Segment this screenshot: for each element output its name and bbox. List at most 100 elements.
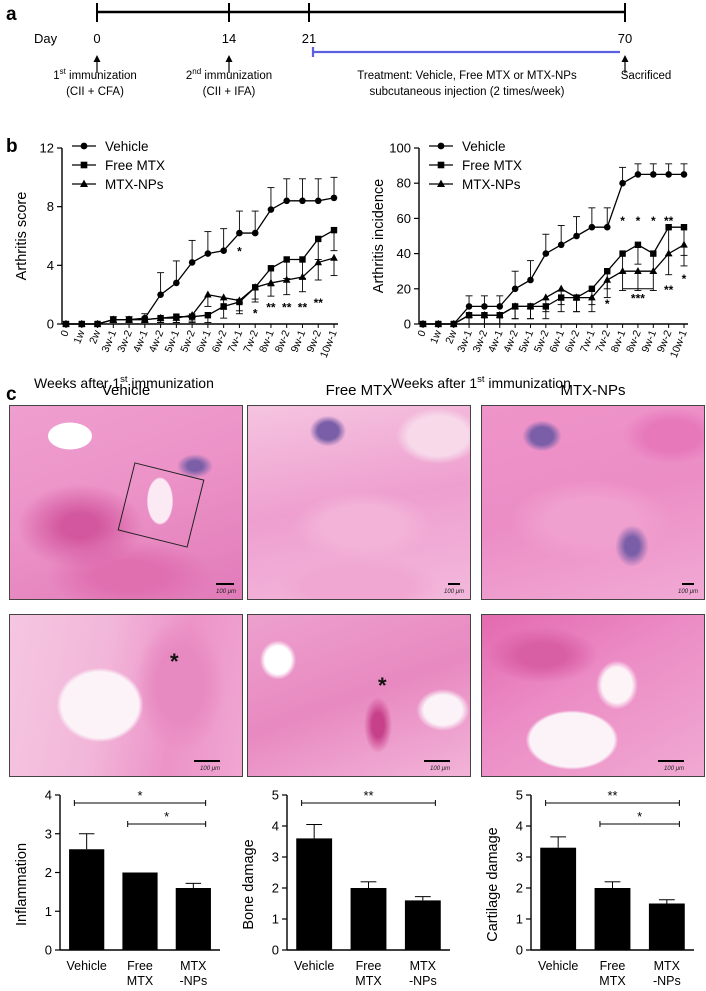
significance-marker: ** [282,300,292,314]
histology-vehicle-low-mag: 100 μm [9,405,243,600]
point [496,303,504,310]
x-tick-label: 2w [443,328,459,345]
bar [296,838,333,950]
bar [540,847,577,950]
y-tick-label: 0 [47,317,54,332]
point [315,235,322,243]
x-axis-label: Weeks after 1st immunization [391,374,571,390]
point [634,241,642,248]
legend-marker [80,142,88,150]
scale-label: 100 μm [430,766,450,772]
series-mtx-nps [419,240,688,327]
scale-label: 100 μm [216,589,236,595]
point [282,275,291,283]
series-line [423,226,684,325]
x-tick-label: MTX [654,959,681,973]
point [542,293,550,301]
y-tick-label: 100 [389,141,411,156]
point [572,293,581,301]
series-line [66,257,335,325]
point [511,285,519,293]
y-tick-label: 0 [404,317,411,332]
scale-label: 100 μm [200,766,220,772]
day-21: 21 [302,31,316,46]
y-tick-label: 4 [47,258,54,273]
point [618,267,627,274]
arrow-first-immunization [93,55,101,73]
point [172,313,181,321]
point [173,279,180,287]
x-tick-label: Vehicle [538,959,578,973]
y-tick-label: 1 [272,912,279,927]
x-tick-label: Vehicle [67,959,107,973]
point [330,226,338,234]
point [480,311,489,318]
y-tick-label: 4 [272,819,279,834]
point [680,224,688,231]
y-tick-label: 0 [516,943,523,958]
legend-marker [437,142,445,150]
legend-label: MTX-NPs [462,177,521,192]
x-tick-label: -NPs [409,974,437,988]
y-tick-label: 3 [516,850,523,865]
series-line [66,229,335,325]
point [526,302,535,310]
point [542,250,550,257]
significance-marker: ** [298,300,308,314]
series-line [423,244,685,325]
point [603,223,611,231]
histology-vehicle-high-mag: * 100 μm [9,614,243,777]
point [251,229,259,237]
point [220,247,227,254]
y-tick-label: 3 [272,850,279,865]
x-axis-label: Weeks after 1st immunization [34,374,214,390]
point [283,256,290,263]
legend-label: Vehicle [462,139,506,154]
bar [594,888,631,950]
y-tick-label: 80 [397,176,411,191]
panel-c-label-holder: c [6,384,17,405]
day-14: 14 [222,31,236,46]
panel-label-b: b [6,136,18,157]
significance-marker: * [137,788,142,803]
significance-marker: * [237,245,242,259]
sacrificed-label: Sacrificed [621,70,672,82]
y-tick-label: 1 [516,912,523,927]
point [156,313,165,321]
x-tick-label: MTX [355,974,382,988]
y-tick-label: 3 [45,826,52,841]
scale-bar [194,760,220,762]
point [267,265,275,272]
series-free-mtx [62,226,338,328]
x-tick-label: 0 [415,328,428,338]
scale-label: 100 μm [444,589,464,595]
scale-label: 100 μm [678,589,698,595]
point [588,293,596,301]
timeline-panel: a Day 0 14 21 70 1st immunization (CII +… [6,3,672,98]
point [314,197,322,205]
x-tick-label: 2w [87,328,103,345]
point [511,302,519,310]
point [650,250,657,257]
y-tick-label: 2 [45,865,52,880]
scale-bar [682,583,694,585]
point [481,303,488,310]
first-immunization-label: 1st immunization [53,67,137,82]
point [299,256,306,263]
legend-label: MTX-NPs [105,177,164,192]
day-label: Day [34,31,58,46]
x-tick-label: Free [356,959,382,973]
y-tick-label: 4 [516,819,523,834]
bar [69,849,105,950]
point [235,296,244,304]
y-tick-label: 8 [47,199,54,214]
point [204,290,212,298]
scale-bar [424,760,450,762]
significance-marker: * [637,809,642,824]
legend: Vehicle Free MTX MTX-NPs [72,139,165,192]
point [204,312,212,319]
y-tick-label: 1 [45,904,52,919]
significance-marker: ** [266,300,276,314]
